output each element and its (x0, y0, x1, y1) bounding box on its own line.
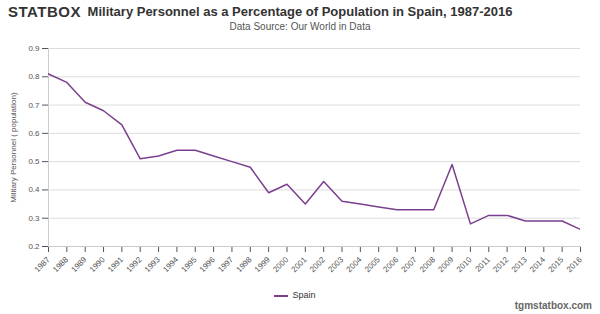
svg-text:2011: 2011 (473, 255, 492, 274)
svg-text:0.5: 0.5 (28, 157, 40, 166)
svg-text:2005: 2005 (363, 255, 382, 274)
svg-text:1994: 1994 (161, 255, 180, 274)
html-text:Data Source: Our World in Data: Data Source: Our World in Data (229, 21, 371, 32)
svg-text:0.2: 0.2 (28, 242, 40, 251)
svg-text:2007: 2007 (400, 255, 419, 274)
svg-text:2000: 2000 (271, 255, 290, 274)
svg-text:1991: 1991 (106, 255, 125, 274)
svg-text:2003: 2003 (326, 255, 345, 274)
svg-text:0.4: 0.4 (28, 185, 40, 194)
svg-text:2002: 2002 (308, 255, 327, 274)
svg-text:1988: 1988 (51, 255, 70, 274)
svg-text:1998: 1998 (235, 255, 254, 274)
svg-text:1999: 1999 (253, 255, 272, 274)
svg-text:1996: 1996 (198, 255, 217, 274)
html-text:Military Personnel as a Percen: Military Personnel as a Percentage of Po… (87, 4, 513, 19)
svg-text:0.9: 0.9 (28, 44, 40, 53)
svg-text:2006: 2006 (381, 255, 400, 274)
html-text:STATBOX: STATBOX (8, 3, 81, 20)
svg-text:1990: 1990 (88, 255, 107, 274)
svg-text:2001: 2001 (290, 255, 309, 274)
svg-text:2004: 2004 (345, 255, 364, 274)
svg-text:1993: 1993 (143, 255, 162, 274)
svg-text:0.8: 0.8 (28, 72, 40, 81)
svg-text:2009: 2009 (436, 255, 455, 274)
svg-text:0.6: 0.6 (28, 129, 40, 138)
svg-text:2010: 2010 (455, 255, 474, 274)
svg-text:1995: 1995 (180, 255, 199, 274)
html-text:tgmstatbox.com: tgmstatbox.com (514, 300, 592, 311)
svg-text:0.3: 0.3 (28, 214, 40, 223)
svg-text:Military Personnel ( populatio: Military Personnel ( population) (9, 92, 18, 203)
svg-text:1987: 1987 (33, 255, 52, 274)
svg-text:1997: 1997 (216, 255, 235, 274)
svg-text:1992: 1992 (125, 255, 144, 274)
svg-text:2013: 2013 (510, 255, 529, 274)
svg-text:2008: 2008 (418, 255, 437, 274)
svg-text:2015: 2015 (546, 255, 565, 274)
svg-text:0.7: 0.7 (28, 101, 40, 110)
svg-text:1989: 1989 (69, 255, 88, 274)
svg-text:2014: 2014 (528, 255, 547, 274)
svg-text:2012: 2012 (491, 255, 510, 274)
svg-text:2016: 2016 (565, 255, 584, 274)
html-text:Spain: Spain (292, 290, 316, 300)
